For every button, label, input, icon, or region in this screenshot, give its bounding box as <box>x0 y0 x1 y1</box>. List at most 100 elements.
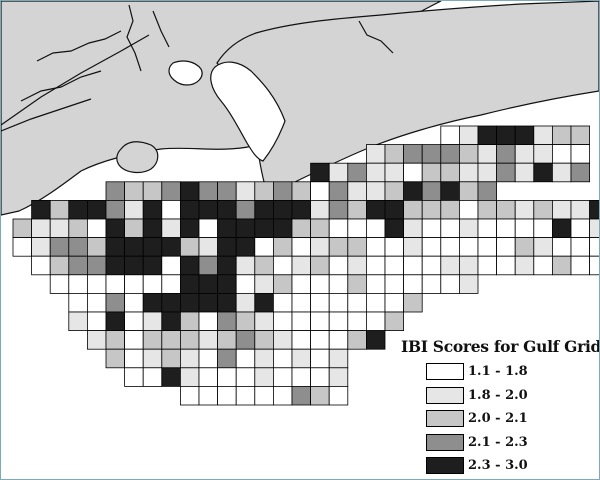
grid-cell <box>198 367 219 387</box>
grid-cell <box>514 125 535 146</box>
grid-cell <box>87 292 107 313</box>
grid-cell <box>440 125 460 146</box>
grid-cell <box>235 367 256 387</box>
grid-cell <box>328 311 349 332</box>
grid-cell <box>533 237 553 257</box>
grid-cell <box>384 274 405 294</box>
bay-channel <box>210 61 286 162</box>
grid-cell <box>403 274 423 294</box>
grid-cell <box>272 385 293 406</box>
legend-item: 1.8 - 2.0 <box>426 384 599 408</box>
grid-cell <box>496 237 516 257</box>
grid-cell <box>198 385 219 406</box>
grid-cell <box>440 255 460 276</box>
grid-cell <box>179 385 200 406</box>
grid-cell <box>310 311 330 332</box>
grid-cell <box>328 181 349 201</box>
grid-cell <box>477 255 498 276</box>
grid-cell <box>365 274 386 294</box>
grid-cell <box>235 330 256 350</box>
grid-cell <box>68 274 88 294</box>
grid-cell <box>217 385 237 406</box>
grid-cell <box>217 292 237 313</box>
grid-cell <box>142 292 163 313</box>
grid-cell <box>458 144 479 164</box>
grid-cell <box>347 311 367 332</box>
grid-cell <box>68 292 88 313</box>
grid-cell <box>235 348 256 369</box>
grid-cell <box>105 218 126 239</box>
grid-cell <box>179 311 200 332</box>
grid-cell <box>87 255 107 276</box>
grid-cell <box>124 348 144 369</box>
land-layer <box>1 1 599 216</box>
grid-cell <box>272 311 293 332</box>
grid-cell <box>440 162 460 183</box>
grid-cell <box>384 162 405 183</box>
grid-cell <box>570 218 591 239</box>
grid-cell <box>533 144 553 164</box>
grid-cell <box>124 199 144 220</box>
grid-cell <box>403 237 423 257</box>
grid-cell <box>105 274 126 294</box>
legend-item: 1.1 - 1.8 <box>426 360 599 384</box>
grid-cell <box>217 237 237 257</box>
grid-cell <box>458 218 479 239</box>
river-lines <box>1 4 394 132</box>
legend-label: 1.8 - 2.0 <box>468 387 528 403</box>
grid-cell <box>124 218 144 239</box>
grid-cell <box>179 292 200 313</box>
grid-cell <box>31 199 51 220</box>
grid-cell <box>384 237 405 257</box>
grid-cell <box>496 125 516 146</box>
grid-cell <box>217 367 237 387</box>
grid-cell <box>235 274 256 294</box>
grid-cell <box>124 367 144 387</box>
grid-cell <box>68 218 88 239</box>
grid-cell <box>105 181 126 201</box>
grid-cell <box>403 181 423 201</box>
bay-water <box>168 60 286 162</box>
grid-cell <box>254 311 274 332</box>
grid-cell <box>142 367 163 387</box>
grid-cell <box>328 199 349 220</box>
grid-cell <box>291 385 312 406</box>
grid-cell <box>552 237 572 257</box>
river-line <box>1 98 92 132</box>
grid-cell <box>514 255 535 276</box>
grid-cell <box>235 255 256 276</box>
grid-cell <box>291 348 312 369</box>
grid-cell <box>496 255 516 276</box>
grid-cell <box>347 274 367 294</box>
grid-cell <box>254 274 274 294</box>
grid-cell <box>161 181 181 201</box>
grid-layer <box>12 125 599 406</box>
grid-cell <box>440 199 460 220</box>
grid-cell <box>161 237 181 257</box>
grid-cell <box>552 162 572 183</box>
grid-cell <box>440 218 460 239</box>
grid-cell <box>440 237 460 257</box>
grid-cell <box>570 125 591 146</box>
grid-cell <box>142 199 163 220</box>
grid-cell <box>403 218 423 239</box>
grid-cell <box>421 144 442 164</box>
grid-cell <box>179 367 200 387</box>
grid-cell <box>198 292 219 313</box>
grid-cell <box>179 330 200 350</box>
grid-cell <box>514 144 535 164</box>
bay-island <box>116 141 159 174</box>
grid-cell <box>477 181 498 201</box>
legend-swatch <box>426 386 464 404</box>
grid-cell <box>217 311 237 332</box>
grid-cell <box>310 348 330 369</box>
grid-cell <box>421 218 442 239</box>
grid-cell <box>179 218 200 239</box>
grid-cell <box>235 199 256 220</box>
grid-cell <box>254 218 274 239</box>
grid-cell <box>514 237 535 257</box>
grid-cell <box>328 274 349 294</box>
grid-cell <box>384 218 405 239</box>
